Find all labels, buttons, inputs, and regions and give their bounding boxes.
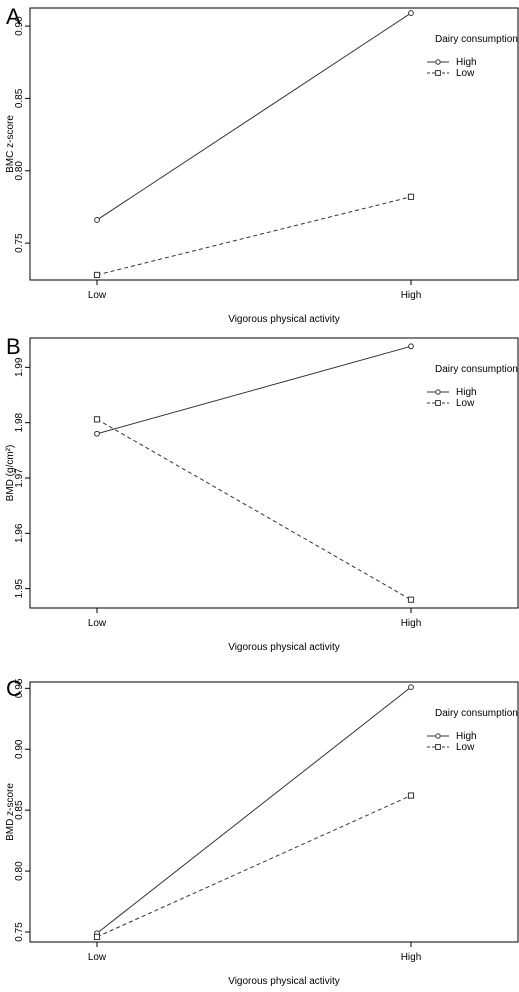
legend-label-high: High: [456, 387, 477, 398]
legend-label-low: Low: [456, 398, 475, 409]
panel-c: C 0.75 0.80 0.85 0.90 0.95 Low High Vigorous phy…: [0, 660, 519, 992]
legend-marker-low: [435, 744, 441, 750]
point-low-low: [93, 416, 101, 423]
point-high-low: [94, 217, 100, 223]
point-low-high: [407, 596, 415, 603]
plot-frame: [29, 681, 519, 943]
legend-label-low: Low: [456, 68, 475, 79]
panel-a: A 0.75 0.80 0.85 0.90 Low High Vigorous physica…: [0, 0, 519, 330]
point-high-high: [408, 10, 414, 16]
x-axis-label: Vigorous physical activity: [228, 976, 340, 987]
series-line-high: [96, 12, 412, 221]
x-tick-label: Low: [88, 618, 107, 629]
point-low-high: [407, 193, 415, 200]
y-tick-label: 1.98: [14, 412, 25, 432]
legend-label-high: High: [456, 57, 477, 68]
y-axis-label: BMC z-score: [5, 115, 16, 173]
x-tick-label: High: [401, 290, 422, 301]
point-high-high: [408, 343, 414, 350]
y-tick-label: 1.96: [14, 523, 25, 543]
y-tick-label: 0.85: [14, 800, 25, 820]
y-tick-label: 0.95: [14, 678, 25, 698]
panel-letter: A: [6, 4, 21, 29]
panel-letter: B: [6, 334, 21, 359]
point-high-high: [408, 684, 414, 691]
point-low-low: [93, 271, 101, 279]
legend-label-high: High: [456, 731, 477, 742]
legend-marker-high: [435, 59, 441, 65]
x-tick-label: High: [401, 952, 422, 963]
y-tick-label: 1.99: [14, 357, 25, 377]
series-line-high: [96, 345, 412, 435]
y-tick-label: 0.90: [14, 739, 25, 759]
legend-marker-low: [435, 400, 441, 406]
legend-title: Dairy consumption: [435, 34, 518, 45]
panel-letter: C: [6, 676, 22, 701]
series-line-low: [96, 418, 412, 601]
plot-frame: [29, 337, 519, 609]
series-line-low: [96, 795, 412, 938]
y-tick-label: 1.97: [14, 468, 25, 488]
x-tick-label: Low: [88, 952, 107, 963]
y-axis-label: BMD z-score: [5, 783, 16, 841]
series-line-low: [96, 196, 412, 276]
legend-title: Dairy consumption: [435, 708, 518, 719]
x-axis-label: Vigorous physical activity: [228, 314, 340, 325]
x-tick-label: High: [401, 618, 422, 629]
panel-b: B 1.95 1.96 1.97 1.98 1.99 Low High Vigorous phy…: [0, 330, 519, 660]
y-tick-label: 0.85: [14, 88, 25, 108]
x-tick-label: Low: [88, 290, 107, 301]
y-tick-label: 0.90: [14, 16, 25, 36]
y-tick-label: 1.95: [14, 578, 25, 598]
legend-marker-high: [435, 733, 441, 739]
y-tick-label: 0.75: [14, 233, 25, 253]
plot-frame: [29, 7, 519, 281]
y-axis-label: BMD (g/cm²): [5, 445, 16, 502]
y-tick-label: 0.80: [14, 161, 25, 181]
series-line-high: [96, 686, 412, 934]
point-low-low: [93, 933, 101, 940]
point-high-low: [94, 430, 100, 437]
point-low-high: [407, 792, 415, 799]
y-tick-label: 0.80: [14, 861, 25, 881]
legend-label-low: Low: [456, 742, 475, 753]
y-tick-label: 0.75: [14, 922, 25, 942]
legend-marker-high: [435, 389, 441, 395]
legend-title: Dairy consumption: [435, 364, 518, 375]
legend-marker-low: [435, 70, 441, 76]
x-axis-label: Vigorous physical activity: [228, 642, 340, 653]
